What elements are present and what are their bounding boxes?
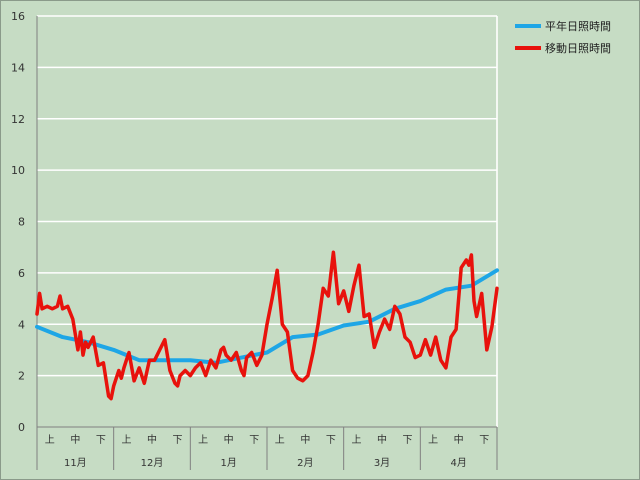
grid-layer <box>36 15 498 427</box>
sub-period-label: 上 <box>275 434 285 446</box>
y-tick-label: 10 <box>11 164 25 177</box>
sub-period-label: 下 <box>173 435 183 446</box>
sub-period-label: 上 <box>45 434 55 446</box>
sub-period-label: 上 <box>121 434 131 446</box>
sub-period-label: 上 <box>428 434 438 446</box>
y-tick-label: 8 <box>18 216 25 229</box>
series-line-2 <box>35 250 499 401</box>
sub-period-label: 下 <box>403 435 413 446</box>
y-tick-label: 2 <box>18 370 25 383</box>
series-layer <box>35 250 499 401</box>
month-label: 4月 <box>450 457 466 469</box>
y-tick-label: 4 <box>18 318 25 331</box>
sub-period-label: 中 <box>70 433 80 446</box>
y-tick-label: 6 <box>18 267 25 280</box>
y-tick-labels: 0 2 4 6 8 10 12 14 16 <box>11 10 25 434</box>
y-tick-label: 12 <box>11 113 25 126</box>
sub-period-label: 中 <box>224 433 234 446</box>
sub-period-label: 中 <box>300 433 310 446</box>
sub-period-label: 中 <box>147 433 157 446</box>
legend-label-1: 平年日照時間 <box>545 19 611 33</box>
sub-period-label: 下 <box>326 435 336 446</box>
legend-label-2: 移動日照時間 <box>545 41 611 55</box>
y-tick-label: 14 <box>11 61 25 74</box>
sub-period-label: 中 <box>454 433 464 446</box>
sub-period-label: 下 <box>249 435 259 446</box>
month-label: 11月 <box>64 457 87 469</box>
y-tick-label: 16 <box>11 10 25 23</box>
sub-period-label: 上 <box>351 434 361 446</box>
series-line-1 <box>35 268 499 365</box>
sub-period-label: 下 <box>96 435 106 446</box>
y-tick-label: 0 <box>18 421 25 434</box>
sub-period-label: 上 <box>198 434 208 446</box>
month-label: 3月 <box>374 457 390 469</box>
sub-period-label: 中 <box>377 433 387 446</box>
sub-period-label: 下 <box>479 435 489 446</box>
month-label: 12月 <box>141 457 164 469</box>
month-label: 2月 <box>297 457 313 469</box>
month-label: 1月 <box>220 457 236 469</box>
x-axis: 11月上中下12月上中下1月上中下2月上中下3月上中下4月上中下 <box>36 426 498 470</box>
